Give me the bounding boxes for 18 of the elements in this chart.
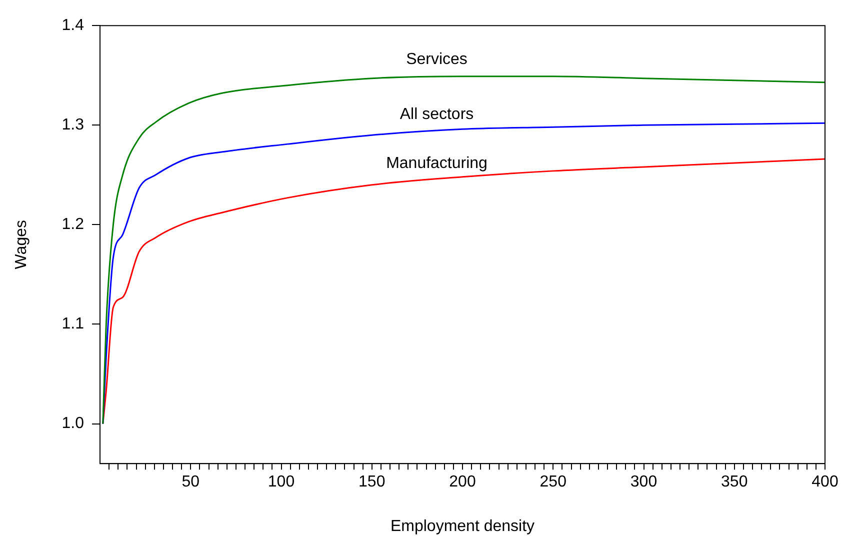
y-tick-label: 1.1 — [62, 316, 84, 333]
y-tick-label: 1.4 — [62, 17, 84, 34]
x-tick-label: 400 — [812, 474, 838, 491]
x-tick-label: 200 — [449, 474, 476, 491]
series-label: Manufacturing — [386, 154, 488, 172]
y-tick-label: 1.2 — [62, 216, 84, 234]
x-tick-label: 300 — [630, 474, 658, 491]
x-axis-title: Employment density — [390, 518, 535, 535]
x-tick-label: 100 — [268, 474, 295, 491]
x-tick-label: 50 — [182, 474, 200, 491]
x-tick-label: 350 — [721, 474, 748, 491]
x-tick-label: 150 — [358, 474, 386, 491]
y-tick-label: 1.3 — [62, 116, 84, 134]
x-tick-label: 250 — [540, 474, 567, 491]
y-tick-label: 1.0 — [62, 415, 84, 432]
series-label: Services — [406, 50, 468, 68]
y-axis-title: Wages — [13, 220, 30, 270]
series-label: All sectors — [400, 106, 474, 123]
